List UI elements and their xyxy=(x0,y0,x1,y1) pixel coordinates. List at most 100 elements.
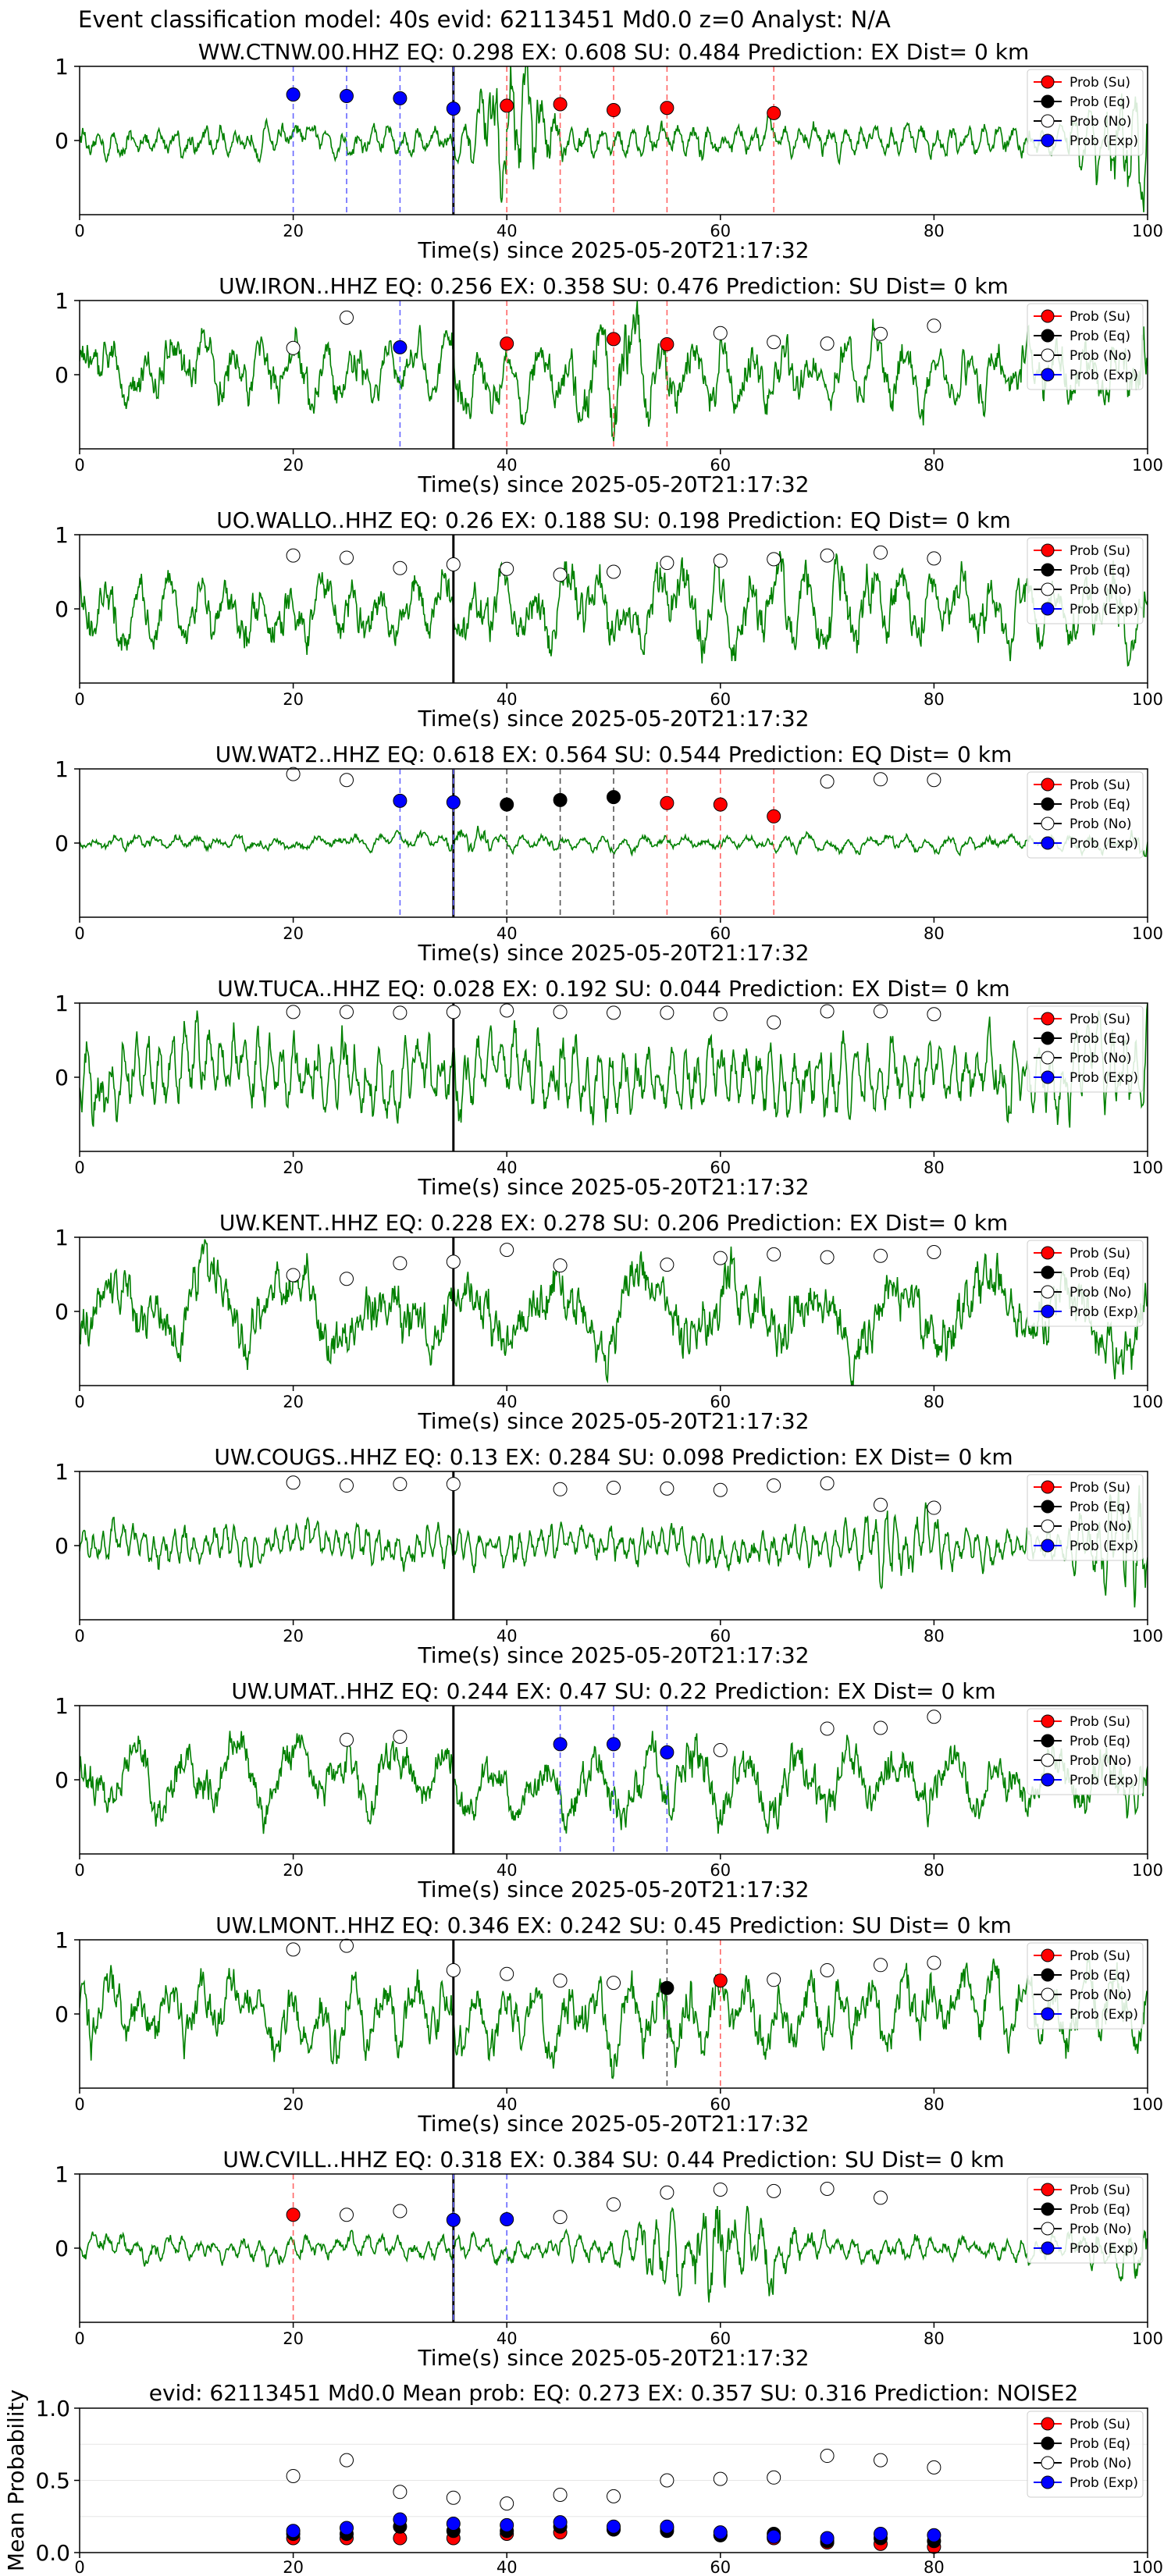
x-tick-label: 80 xyxy=(924,1158,945,1177)
panel-title: UW.LMONT..HHZ EQ: 0.346 EX: 0.242 SU: 0.… xyxy=(215,1912,1012,1938)
prob-marker-no xyxy=(820,1004,835,1019)
mean-probability-panel: evid: 62113451 Md0.0 Mean prob: EQ: 0.27… xyxy=(3,2380,1163,2576)
y-tick-label: 1 xyxy=(55,54,69,80)
legend-marker-eq xyxy=(1041,1031,1055,1045)
legend-marker-no xyxy=(1041,114,1055,128)
legend-label-eq: Prob (Eq) xyxy=(1070,563,1130,578)
prob-marker-exp xyxy=(340,89,354,103)
prob-marker-no xyxy=(340,1732,354,1747)
legend-box xyxy=(1027,1942,1144,2030)
axes-frame xyxy=(79,1236,1148,1386)
panel-title: WW.CTNW.00.HHZ EQ: 0.298 EX: 0.608 SU: 0… xyxy=(198,39,1029,65)
prob-marker-no xyxy=(446,557,461,571)
legend-label-eq: Prob (Eq) xyxy=(1070,1031,1130,1047)
mean-marker-no xyxy=(446,2490,461,2505)
prob-marker-no xyxy=(927,318,941,333)
legend-label-su: Prob (Su) xyxy=(1070,543,1130,559)
legend-label-exp: Prob (Exp) xyxy=(1070,1070,1138,1086)
x-tick-label: 80 xyxy=(924,1861,945,1880)
prob-marker-no xyxy=(340,310,354,325)
prob-marker-su xyxy=(713,1973,728,1988)
x-axis-label: Time(s) since 2025-05-20T21:17:32 xyxy=(417,237,809,263)
prob-marker-no xyxy=(607,2197,621,2211)
legend-label-no: Prob (No) xyxy=(1070,2456,1132,2471)
legend-label-no: Prob (No) xyxy=(1070,1987,1132,2003)
legend-label-su: Prob (Su) xyxy=(1070,1246,1130,1261)
prob-marker-no xyxy=(874,1248,888,1263)
x-tick-label: 20 xyxy=(283,456,304,475)
prob-marker-no xyxy=(660,556,674,571)
panel-title: UO.WALLO..HHZ EQ: 0.26 EX: 0.188 SU: 0.1… xyxy=(216,507,1010,533)
x-axis-label: Time(s) since 2025-05-20T21:17:32 xyxy=(417,1408,809,1434)
prob-marker-no xyxy=(607,1976,621,1991)
station-panel-3: UW.WAT2..HHZ EQ: 0.618 EX: 0.564 SU: 0.5… xyxy=(55,742,1163,966)
x-tick-label: 40 xyxy=(497,1158,518,1177)
mean-marker-no xyxy=(874,2453,888,2467)
prob-marker-no xyxy=(393,1477,408,1492)
prob-marker-no xyxy=(767,2183,781,2198)
x-tick-label: 100 xyxy=(1132,1393,1163,1411)
prob-marker-no xyxy=(820,774,835,789)
legend-label-eq: Prob (Eq) xyxy=(1070,2436,1130,2452)
legend-box xyxy=(1027,537,1144,624)
prob-marker-no xyxy=(393,2204,408,2218)
prob-marker-no xyxy=(713,553,728,568)
panel-title: UW.WAT2..HHZ EQ: 0.618 EX: 0.564 SU: 0.5… xyxy=(215,742,1013,767)
station-panel-9: UW.CVILL..HHZ EQ: 0.318 EX: 0.384 SU: 0.… xyxy=(55,2147,1163,2371)
panel-title: UW.COUGS..HHZ EQ: 0.13 EX: 0.284 SU: 0.0… xyxy=(214,1444,1013,1470)
legend-box xyxy=(1027,2176,1144,2264)
prob-marker-no xyxy=(340,2208,354,2222)
x-tick-label: 100 xyxy=(1132,2558,1163,2576)
x-tick-label: 80 xyxy=(924,456,945,475)
prob-marker-no xyxy=(767,1247,781,1261)
mean-marker-no xyxy=(393,2485,408,2500)
mean-marker-exp xyxy=(393,2512,408,2527)
x-tick-label: 80 xyxy=(924,690,945,709)
y-tick-label: 1 xyxy=(55,756,69,782)
legend-marker-su xyxy=(1041,1948,1055,1962)
legend-label-eq: Prob (Eq) xyxy=(1070,2202,1130,2218)
prob-marker-no xyxy=(660,2185,674,2200)
legend-box xyxy=(1027,69,1144,156)
mean-marker-exp xyxy=(340,2521,354,2535)
mean-marker-no xyxy=(820,2449,835,2464)
legend-label-no: Prob (No) xyxy=(1070,582,1132,598)
legend-box xyxy=(1027,1474,1144,1561)
legend-label-su: Prob (Su) xyxy=(1070,309,1130,325)
x-tick-label: 100 xyxy=(1132,690,1163,709)
prob-marker-no xyxy=(340,773,354,788)
legend-marker-no xyxy=(1041,2222,1055,2236)
prob-marker-no xyxy=(874,1004,888,1019)
legend-marker-exp xyxy=(1041,2007,1055,2021)
prob-marker-exp xyxy=(286,87,301,102)
prob-marker-su xyxy=(286,2208,301,2222)
legend-box xyxy=(1027,1005,1144,1093)
prob-marker-no xyxy=(286,1475,301,1490)
prob-marker-no xyxy=(820,2182,835,2196)
x-axis-label: Time(s) since 2025-05-20T21:17:32 xyxy=(417,1174,809,1200)
legend-box xyxy=(1027,2411,1144,2498)
x-tick-label: 60 xyxy=(710,456,731,475)
prob-marker-no xyxy=(340,550,354,565)
x-tick-label: 20 xyxy=(283,222,304,240)
x-tick-label: 20 xyxy=(283,2329,304,2348)
legend-marker-no xyxy=(1041,582,1055,596)
legend-marker-no xyxy=(1041,1051,1055,1065)
x-tick-label: 0 xyxy=(74,2558,84,2576)
prob-marker-no xyxy=(500,1243,514,1258)
y-tick-label: 0 xyxy=(55,2236,69,2261)
legend-box xyxy=(1027,303,1144,390)
prob-marker-no xyxy=(340,1478,354,1493)
legend-label-exp: Prob (Exp) xyxy=(1070,1304,1138,1320)
legend-label-no: Prob (No) xyxy=(1070,1051,1132,1066)
prob-marker-no xyxy=(874,1958,888,1973)
x-tick-label: 0 xyxy=(74,2329,84,2348)
prob-marker-no xyxy=(607,1005,621,1020)
station-panel-6: UW.COUGS..HHZ EQ: 0.13 EX: 0.284 SU: 0.0… xyxy=(55,1444,1163,1668)
x-tick-label: 80 xyxy=(924,924,945,943)
y-tick-label: 1 xyxy=(55,1927,69,1953)
waveform-trace xyxy=(80,1957,1148,2080)
mean-marker-exp xyxy=(713,2525,728,2540)
prob-marker-su xyxy=(767,105,781,120)
